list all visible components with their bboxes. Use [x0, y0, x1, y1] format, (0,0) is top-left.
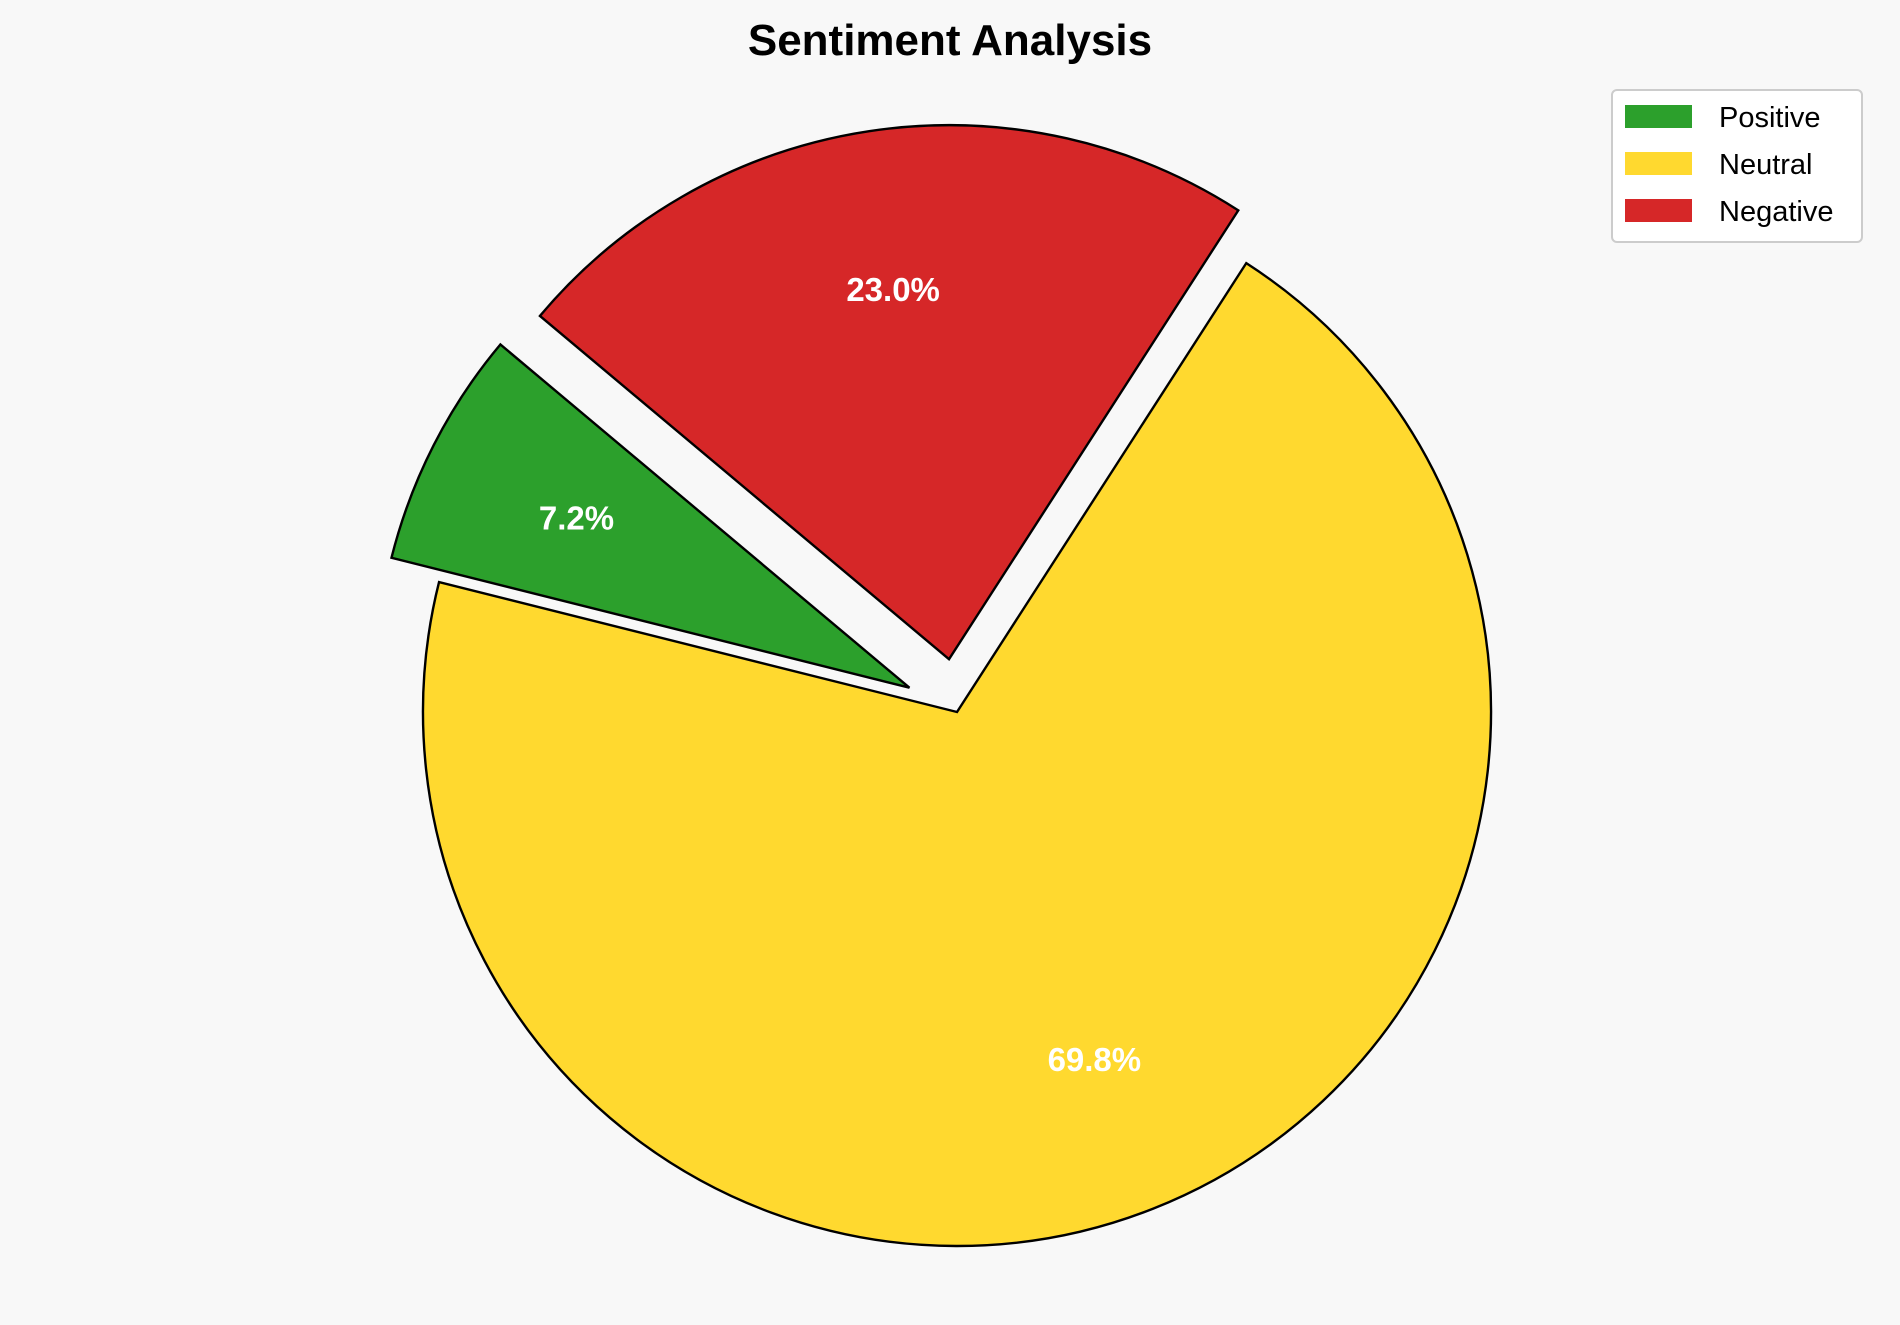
legend-swatch-neutral — [1625, 152, 1692, 175]
legend-label-positive: Positive — [1719, 102, 1821, 134]
legend: Positive Neutral Negative — [1611, 89, 1863, 243]
pie-label-negative: 23.0% — [846, 271, 940, 308]
legend-swatch-positive — [1625, 105, 1692, 128]
pie-labels: 7.2% 69.8% 23.0% — [539, 271, 1141, 1078]
chart-title: Sentiment Analysis — [748, 16, 1152, 65]
legend-label-neutral: Neutral — [1719, 149, 1813, 181]
pie-label-neutral: 69.8% — [1048, 1041, 1142, 1078]
pie-wedge-neutral — [421, 261, 1493, 1248]
pie-wedge-negative — [538, 124, 1240, 661]
legend-swatch-negative — [1625, 199, 1692, 222]
pie-wedges — [390, 124, 1493, 1248]
pie-wedge-positive — [390, 342, 911, 689]
pie-label-positive: 7.2% — [539, 499, 614, 536]
legend-label-negative: Negative — [1719, 196, 1833, 228]
